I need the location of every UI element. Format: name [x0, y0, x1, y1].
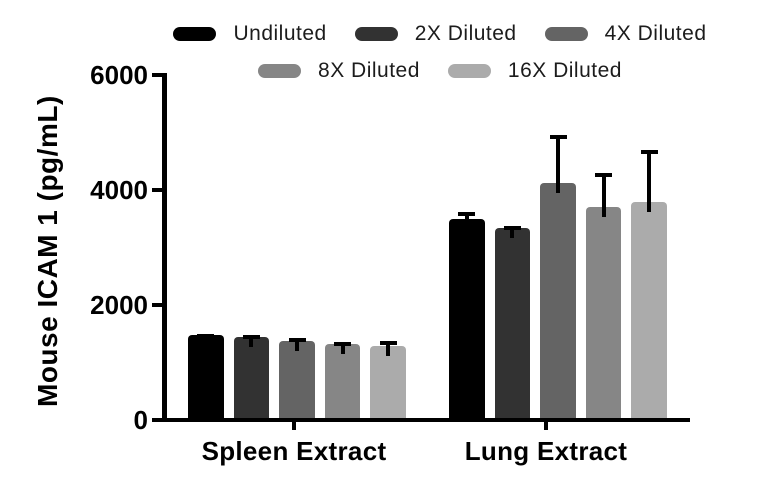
error-bar-cap [458, 212, 476, 217]
y-axis-tick [152, 73, 163, 77]
error-bar-cap [288, 338, 306, 343]
legend-row: Undiluted 2X Diluted 4X Diluted [173, 22, 706, 46]
legend: Undiluted 2X Diluted 4X Diluted 8X Diluted… [165, 22, 715, 83]
error-bar-cap [503, 225, 521, 230]
legend-swatch-16x-diluted [447, 64, 491, 78]
error-bar-cap [379, 340, 397, 345]
legend-label: 16X Diluted [507, 59, 622, 82]
y-axis-tick [152, 188, 163, 192]
y-tick-label: 4000 [90, 175, 148, 205]
error-bar-stem [249, 335, 254, 348]
y-axis-tick [152, 303, 163, 307]
legend-item-8x-diluted: 8X Diluted [258, 59, 420, 83]
category-label-lung-extract: Lung Extract [464, 436, 628, 466]
legend-label: Undiluted [233, 22, 327, 45]
error-bar-cap [549, 134, 567, 139]
legend-item-2x-diluted: 2X Diluted [354, 22, 517, 46]
y-tick-label: 6000 [90, 60, 148, 90]
error-bar-stem [556, 134, 560, 193]
legend-item-4x-diluted: 4X Diluted [544, 22, 707, 46]
legend-label: 8X Diluted [318, 59, 420, 82]
legend-item-undiluted: Undiluted [173, 22, 326, 46]
y-tick-label: 0 [133, 405, 148, 435]
y-axis-title: Mouse ICAM 1 (pg/mL) [32, 95, 63, 407]
bar-undiluted-spleen-extract [188, 335, 224, 420]
legend-swatch-undiluted [173, 27, 217, 41]
bar-4x-diluted-spleen-extract [279, 340, 315, 420]
bar-8x-diluted-spleen-extract [324, 344, 361, 420]
error-bar-stem [510, 225, 515, 238]
error-bar-cap [242, 335, 260, 340]
legend-label: 4X Diluted [604, 22, 707, 45]
bar-2x-diluted-lung-extract [494, 227, 531, 420]
x-axis-tick [544, 422, 548, 430]
bar-16x-diluted-lung-extract [631, 201, 667, 420]
x-axis-tick [292, 422, 296, 430]
bar-16x-diluted-spleen-extract [370, 345, 406, 420]
error-bar-stem [203, 334, 208, 346]
y-axis-line [162, 73, 167, 422]
bar-8x-diluted-lung-extract [585, 206, 622, 420]
error-bar-stem [340, 341, 345, 355]
error-bar-cap [334, 341, 352, 346]
legend-label: 2X Diluted [414, 22, 517, 45]
error-bar-stem [295, 338, 299, 351]
error-bar-stem [601, 172, 606, 217]
error-bar-stem [464, 212, 469, 229]
error-bar-cap [640, 149, 658, 154]
bar-2x-diluted-spleen-extract [233, 337, 270, 420]
legend-item-16x-diluted: 16X Diluted [447, 59, 622, 83]
legend-swatch-2x-diluted [354, 27, 398, 41]
x-axis-line [162, 418, 690, 422]
legend-swatch-8x-diluted [258, 64, 302, 78]
y-tick-label: 2000 [90, 290, 148, 320]
category-label-spleen-extract: Spleen Extract [201, 436, 387, 466]
error-bar-stem [386, 340, 391, 356]
error-bar-cap [595, 172, 613, 177]
legend-row: 8X Diluted 16X Diluted [258, 59, 622, 83]
y-axis-tick [152, 418, 163, 422]
bar-undiluted-lung-extract [449, 218, 485, 420]
bar-4x-diluted-lung-extract [540, 182, 576, 420]
legend-swatch-4x-diluted [544, 27, 588, 41]
error-bar-stem [647, 149, 652, 212]
error-bar-cap [197, 334, 215, 339]
